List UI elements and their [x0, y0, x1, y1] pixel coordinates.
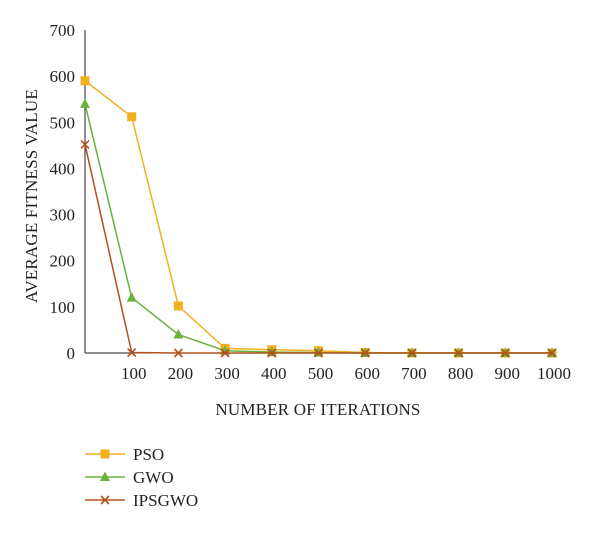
y-axis-title: AVERAGE FITNESS VALUE	[22, 89, 41, 303]
series-layer	[80, 76, 557, 358]
legend-item-ipsgwo: IPSGWO	[85, 491, 198, 510]
x-tick-label: 800	[448, 364, 474, 383]
legend-marker	[100, 449, 110, 459]
tick-labels-layer: 0 100 200 300 400 500 600 700 100 200 300 400 500 600…	[50, 21, 572, 383]
data-point-ipsgwo	[127, 347, 137, 358]
x-tick-label: 700	[401, 364, 427, 383]
data-point-gwo	[313, 347, 324, 357]
series-line-gwo	[84, 103, 552, 354]
data-point-ipsgwo	[407, 348, 417, 358]
y-tick-label: 400	[50, 159, 76, 178]
data-point-ipsgwo	[313, 348, 324, 358]
data-point-pso	[127, 112, 137, 122]
x-tick-label: 900	[495, 364, 521, 383]
series-ipsgwo	[80, 139, 557, 358]
marker-stroke	[173, 348, 183, 358]
data-point-ipsgwo	[500, 348, 510, 358]
series-gwo	[80, 98, 557, 357]
axes-layer	[84, 30, 552, 354]
data-point-ipsgwo	[173, 348, 183, 358]
series-line-ipsgwo	[84, 144, 552, 354]
x-tick-label: 1000	[537, 364, 571, 383]
legend: PSO GWO IPSGWO	[85, 445, 198, 510]
legend-item-pso: PSO	[85, 445, 164, 464]
y-tick-label: 500	[50, 113, 76, 132]
data-point-ipsgwo	[267, 348, 277, 358]
marker-stroke	[220, 348, 230, 358]
x-tick-label: 200	[168, 364, 194, 383]
y-tick-label: 600	[50, 67, 76, 86]
marker-stroke	[267, 348, 277, 358]
legend-label: IPSGWO	[133, 491, 198, 510]
y-tick-label: 700	[50, 21, 76, 40]
data-point-pso	[80, 76, 90, 86]
marker-stroke	[500, 348, 510, 358]
y-tick-label: 100	[50, 298, 76, 317]
legend-item-gwo: GWO	[85, 468, 174, 487]
data-point-ipsgwo	[80, 139, 90, 149]
marker-stroke	[360, 348, 370, 358]
data-point-ipsgwo	[360, 348, 370, 358]
x-tick-label: 500	[308, 364, 334, 383]
data-point-gwo	[126, 292, 137, 302]
legend-label: GWO	[133, 468, 174, 487]
x-tick-label: 600	[354, 364, 380, 383]
data-point-ipsgwo	[454, 348, 464, 358]
marker-stroke	[80, 139, 90, 149]
marker-stroke	[547, 348, 557, 358]
data-point-gwo	[173, 329, 184, 339]
marker-stroke	[313, 348, 324, 358]
y-tick-label: 200	[50, 252, 76, 271]
y-tick-label: 0	[67, 344, 76, 363]
series-line-pso	[84, 80, 552, 354]
data-point-pso	[173, 301, 183, 311]
x-tick-label: 300	[214, 364, 240, 383]
marker-stroke	[100, 495, 110, 505]
data-point-ipsgwo	[547, 348, 557, 358]
data-point-ipsgwo	[220, 348, 230, 358]
marker-stroke	[127, 347, 137, 358]
series-pso	[80, 76, 557, 358]
x-axis-title: NUMBER OF ITERATIONS	[215, 400, 420, 419]
x-tick-label: 100	[121, 364, 147, 383]
marker-stroke	[407, 348, 417, 358]
legend-marker	[100, 471, 110, 481]
x-tick-label: 400	[261, 364, 287, 383]
legend-marker	[100, 495, 110, 505]
legend-label: PSO	[133, 445, 164, 464]
marker-stroke	[454, 348, 464, 358]
data-point-gwo	[80, 98, 90, 108]
y-tick-label: 300	[50, 206, 76, 225]
